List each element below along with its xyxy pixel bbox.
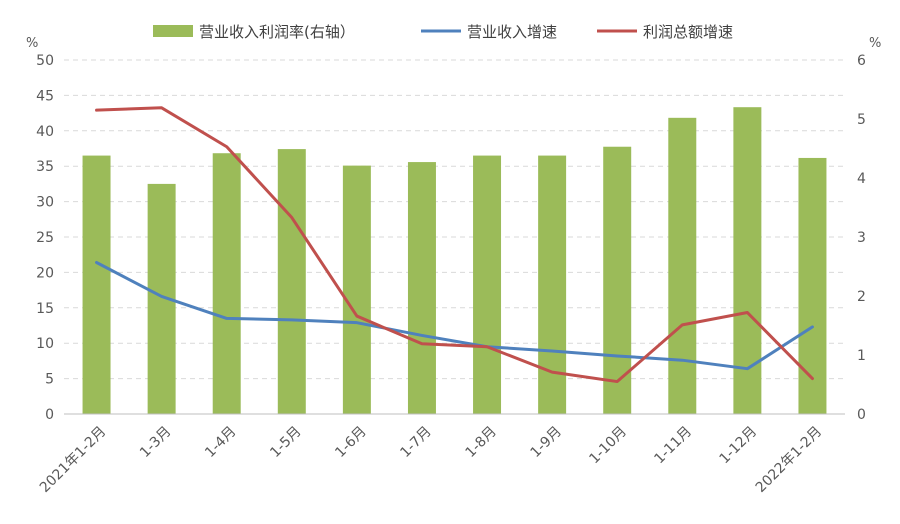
y-right-tick-label: 6 xyxy=(857,53,866,69)
x-tick-label: 2022年1-2月 xyxy=(753,424,825,496)
y-left-tick-label: 25 xyxy=(36,230,54,246)
bar xyxy=(603,146,632,415)
bar xyxy=(473,155,502,414)
x-tick-label: 1-4月 xyxy=(202,424,239,461)
series-line xyxy=(95,260,814,371)
y-right-tick-label: 1 xyxy=(857,348,866,364)
y-right-tick-label: 2 xyxy=(857,289,866,305)
series-line xyxy=(95,106,814,384)
y-left-tick-label: 45 xyxy=(36,88,54,104)
y-right-tick-label: 3 xyxy=(857,230,866,246)
y-right-tick-label: 5 xyxy=(857,112,866,128)
bar xyxy=(342,165,371,414)
y-right-unit: % xyxy=(869,36,881,51)
bar xyxy=(212,153,241,414)
y-left-tick-label: 10 xyxy=(36,336,54,352)
legend: 营业收入利润率(右轴） 营业收入增速 利润总额增速 xyxy=(153,23,733,41)
y-right-tick-label: 0 xyxy=(857,407,866,423)
y-left-tick-label: 50 xyxy=(36,53,54,69)
x-tick-label: 1-8月 xyxy=(462,424,499,461)
y-left-unit: % xyxy=(26,36,38,51)
bar xyxy=(277,149,306,414)
bar-series xyxy=(82,107,827,415)
x-tick-label: 1-5月 xyxy=(267,424,304,461)
legend-label: 营业收入利润率(右轴） xyxy=(199,23,355,41)
legend-label: 利润总额增速 xyxy=(643,23,733,41)
x-tick-label: 1-3月 xyxy=(137,424,174,461)
line-series xyxy=(95,106,814,384)
gridlines xyxy=(64,59,845,380)
bar xyxy=(407,162,436,414)
y-right-tick-label: 4 xyxy=(857,171,866,187)
x-tick-label: 1-11月 xyxy=(651,424,695,468)
x-tick-label: 1-9月 xyxy=(528,424,565,461)
x-tick-label: 1-7月 xyxy=(397,424,434,461)
x-tick-label: 1-10月 xyxy=(586,424,630,468)
x-tick-label: 1-12月 xyxy=(717,424,761,468)
y-left-tick-label: 5 xyxy=(45,372,54,388)
bar xyxy=(798,157,827,414)
x-tick-label: 1-6月 xyxy=(332,424,369,461)
y-left-tick-label: 20 xyxy=(36,265,54,281)
legend-swatch xyxy=(153,25,193,37)
legend-label: 营业收入增速 xyxy=(467,23,557,41)
y-left-tick-label: 35 xyxy=(36,159,54,175)
y-left-tick-label: 40 xyxy=(36,124,54,140)
y-left-tick-label: 30 xyxy=(36,195,54,211)
bar xyxy=(668,117,697,414)
x-tick-label: 2021年1-2月 xyxy=(37,424,109,496)
y-left-tick-label: 15 xyxy=(36,301,54,317)
y-left-tick-label: 0 xyxy=(45,407,54,423)
bar xyxy=(538,155,567,414)
bar xyxy=(82,155,111,414)
